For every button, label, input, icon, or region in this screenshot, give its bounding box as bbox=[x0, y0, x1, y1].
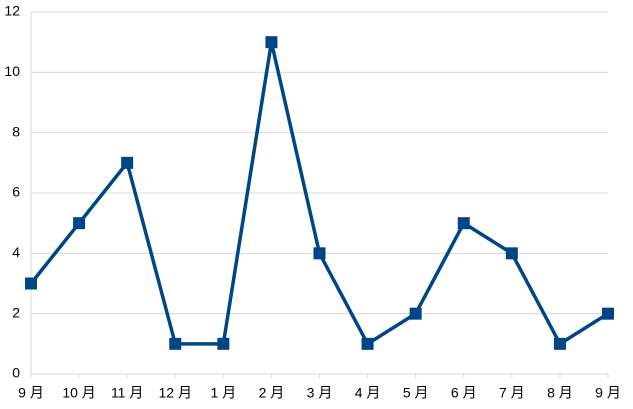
x-tick-label: 8 月 bbox=[547, 385, 573, 401]
point-marker bbox=[25, 277, 37, 290]
x-tick-label: 6 月 bbox=[451, 385, 477, 401]
point-marker bbox=[73, 217, 86, 230]
point-marker bbox=[409, 307, 422, 320]
x-tick-label: 2 月 bbox=[259, 385, 285, 401]
x-tick-label: 1 月 bbox=[210, 385, 236, 401]
x-tick-label: 10 月 bbox=[62, 385, 95, 401]
x-tick-label: 11 月 bbox=[111, 385, 143, 401]
x-tick-label: 9 月 bbox=[595, 385, 621, 401]
y-tick-label: 4 bbox=[12, 244, 20, 260]
x-tick-label: 7 月 bbox=[499, 385, 525, 401]
point-marker bbox=[169, 337, 182, 350]
x-tick-label: 9 月 bbox=[18, 385, 44, 401]
y-tick-label: 2 bbox=[12, 304, 20, 320]
point-marker bbox=[265, 36, 278, 49]
x-tick-label: 12 月 bbox=[159, 385, 192, 401]
y-tick-label: 0 bbox=[12, 365, 20, 381]
point-marker bbox=[217, 337, 230, 350]
point-marker bbox=[121, 156, 134, 169]
x-tick-label: 4 月 bbox=[355, 385, 381, 401]
point-marker bbox=[313, 247, 326, 260]
y-tick-label: 8 bbox=[12, 123, 20, 139]
point-marker bbox=[553, 337, 566, 350]
x-tick-label: 5 月 bbox=[403, 385, 429, 401]
y-tick-label: 12 bbox=[4, 3, 20, 19]
y-tick-label: 10 bbox=[4, 63, 20, 79]
point-marker bbox=[602, 307, 614, 320]
y-tick-label: 6 bbox=[12, 184, 20, 200]
point-marker bbox=[457, 217, 470, 230]
point-marker bbox=[361, 337, 374, 350]
point-marker bbox=[505, 247, 518, 260]
x-tick-label: 3 月 bbox=[307, 385, 333, 401]
